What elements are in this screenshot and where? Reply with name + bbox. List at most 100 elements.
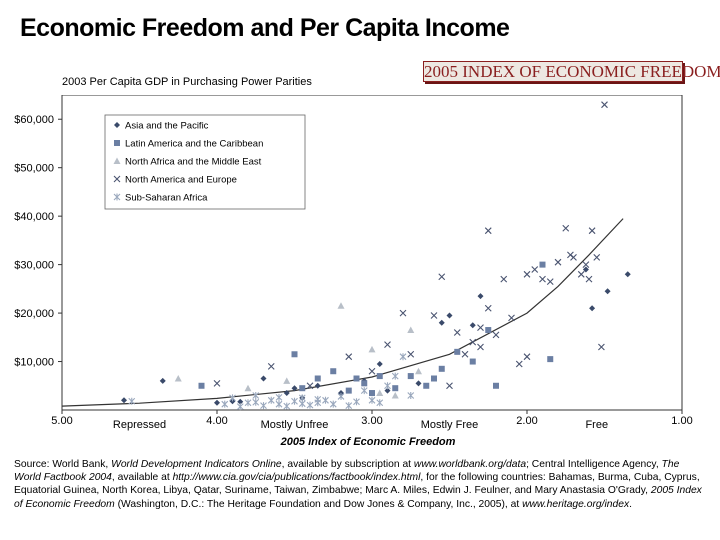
- y-tick-label: $20,000: [14, 308, 54, 320]
- source-link[interactable]: http://www.cia.gov/cia/publications/fact…: [172, 472, 421, 484]
- data-point: [531, 266, 539, 273]
- data-point: [589, 305, 596, 312]
- data-point: [267, 362, 275, 370]
- data-point: [582, 266, 589, 273]
- data-point: [291, 385, 298, 392]
- data-point: [376, 373, 383, 380]
- source-text: ; Central Intelligence Agency,: [526, 459, 662, 470]
- data-point: [570, 253, 577, 261]
- legend-label: Sub-Saharan Africa: [125, 193, 208, 204]
- data-point: [229, 394, 236, 402]
- source-link[interactable]: www.worldbank.org/data: [413, 459, 527, 470]
- data-point: [407, 391, 415, 399]
- legend-marker: [113, 157, 121, 164]
- data-point: [236, 403, 244, 411]
- data-point: [577, 270, 585, 278]
- data-point: [267, 396, 275, 404]
- legend-label: North Africa and the Middle East: [125, 157, 262, 168]
- data-point: [438, 365, 445, 372]
- legend-marker: [113, 175, 121, 183]
- legend-label: Latin America and the Caribbean: [125, 139, 263, 150]
- data-point: [585, 275, 593, 283]
- data-point: [283, 402, 291, 410]
- data-point: [368, 345, 376, 353]
- data-point: [275, 400, 283, 408]
- data-point: [415, 380, 422, 387]
- data-point: [368, 396, 376, 404]
- data-point: [275, 393, 283, 401]
- source-text: , for the following countries: Bahamas, …: [14, 472, 700, 497]
- data-point: [384, 341, 391, 348]
- data-point: [604, 288, 611, 295]
- data-point: [221, 400, 229, 408]
- data-point: [237, 398, 244, 405]
- data-point: [469, 358, 476, 365]
- data-point: [252, 398, 260, 406]
- legend: Asia and the Pacific Latin America and th…: [104, 114, 306, 210]
- page-title: Economic Freedom and Per Capita Income: [20, 14, 510, 42]
- x-tick-label: 4.00: [206, 415, 227, 427]
- data-point: [384, 382, 391, 390]
- x-tick-label: 1.00: [671, 415, 692, 427]
- data-point: [244, 399, 252, 407]
- data-point: [345, 387, 352, 394]
- data-point: [353, 398, 360, 406]
- data-point: [523, 353, 531, 361]
- data-point: [260, 402, 267, 410]
- data-point: [376, 399, 384, 407]
- data-point: [508, 314, 515, 322]
- data-point: [384, 387, 391, 394]
- data-point: [423, 382, 430, 389]
- data-point: [329, 400, 337, 408]
- source-text: (Washington, D.C.: The Heritage Foundati…: [114, 498, 523, 510]
- data-point: [330, 368, 337, 375]
- data-point: [214, 399, 220, 406]
- source-link[interactable]: www.heritage.org/index: [522, 498, 630, 510]
- data-point: [477, 324, 484, 332]
- y-tick-label: $10,000: [14, 357, 54, 369]
- x-axis: 5.00 4.00 3.00 2.00 1.00: [51, 410, 693, 427]
- legend-label: Asia and the Pacific: [125, 121, 209, 132]
- data-point: [306, 382, 314, 390]
- x-tick-label: 2.00: [516, 415, 537, 427]
- data-point: [283, 390, 290, 397]
- chart-subtitle: 2003 Per Capita GDP in Purchasing Power …: [62, 76, 312, 88]
- data-point: [391, 391, 399, 399]
- data-point: [477, 343, 484, 351]
- source-text: World Development Indicators Online: [111, 459, 282, 470]
- data-point: [430, 312, 438, 319]
- data-point: [260, 375, 267, 382]
- data-point: [500, 275, 508, 283]
- data-point: [407, 326, 415, 334]
- y-axis: $10,000 $20,000 $30,000 $40,000 $50,000 $60,0…: [14, 114, 62, 369]
- data-point: [598, 343, 605, 351]
- category-label: Mostly Unfree: [261, 419, 329, 431]
- category-label: Mostly Free: [421, 419, 478, 431]
- data-point: [554, 258, 562, 266]
- data-point: [399, 309, 407, 317]
- data-point: [345, 353, 353, 361]
- legend-marker: [113, 193, 121, 201]
- data-point: [477, 293, 484, 300]
- data-point: [593, 253, 601, 261]
- data-point: [546, 278, 554, 285]
- data-point: [244, 384, 252, 392]
- data-point: [128, 397, 136, 405]
- data-point: [391, 372, 399, 380]
- y-tick-label: $60,000: [14, 114, 54, 126]
- data-point: [469, 322, 476, 329]
- legend-box: [104, 114, 306, 210]
- data-point: [345, 402, 353, 410]
- data-point: [492, 331, 500, 339]
- data-point: [392, 385, 399, 392]
- data-point: [159, 377, 166, 384]
- data-point: [198, 382, 205, 389]
- source-text: The World Factbook 2004: [14, 459, 680, 484]
- data-point: [361, 380, 368, 387]
- data-point: [376, 360, 383, 367]
- data-point: [121, 397, 127, 404]
- data-point: [369, 390, 375, 397]
- data-point: [415, 367, 422, 375]
- source-text: 2005 Index of Economic Freedom: [14, 485, 702, 510]
- data-point: [337, 302, 345, 309]
